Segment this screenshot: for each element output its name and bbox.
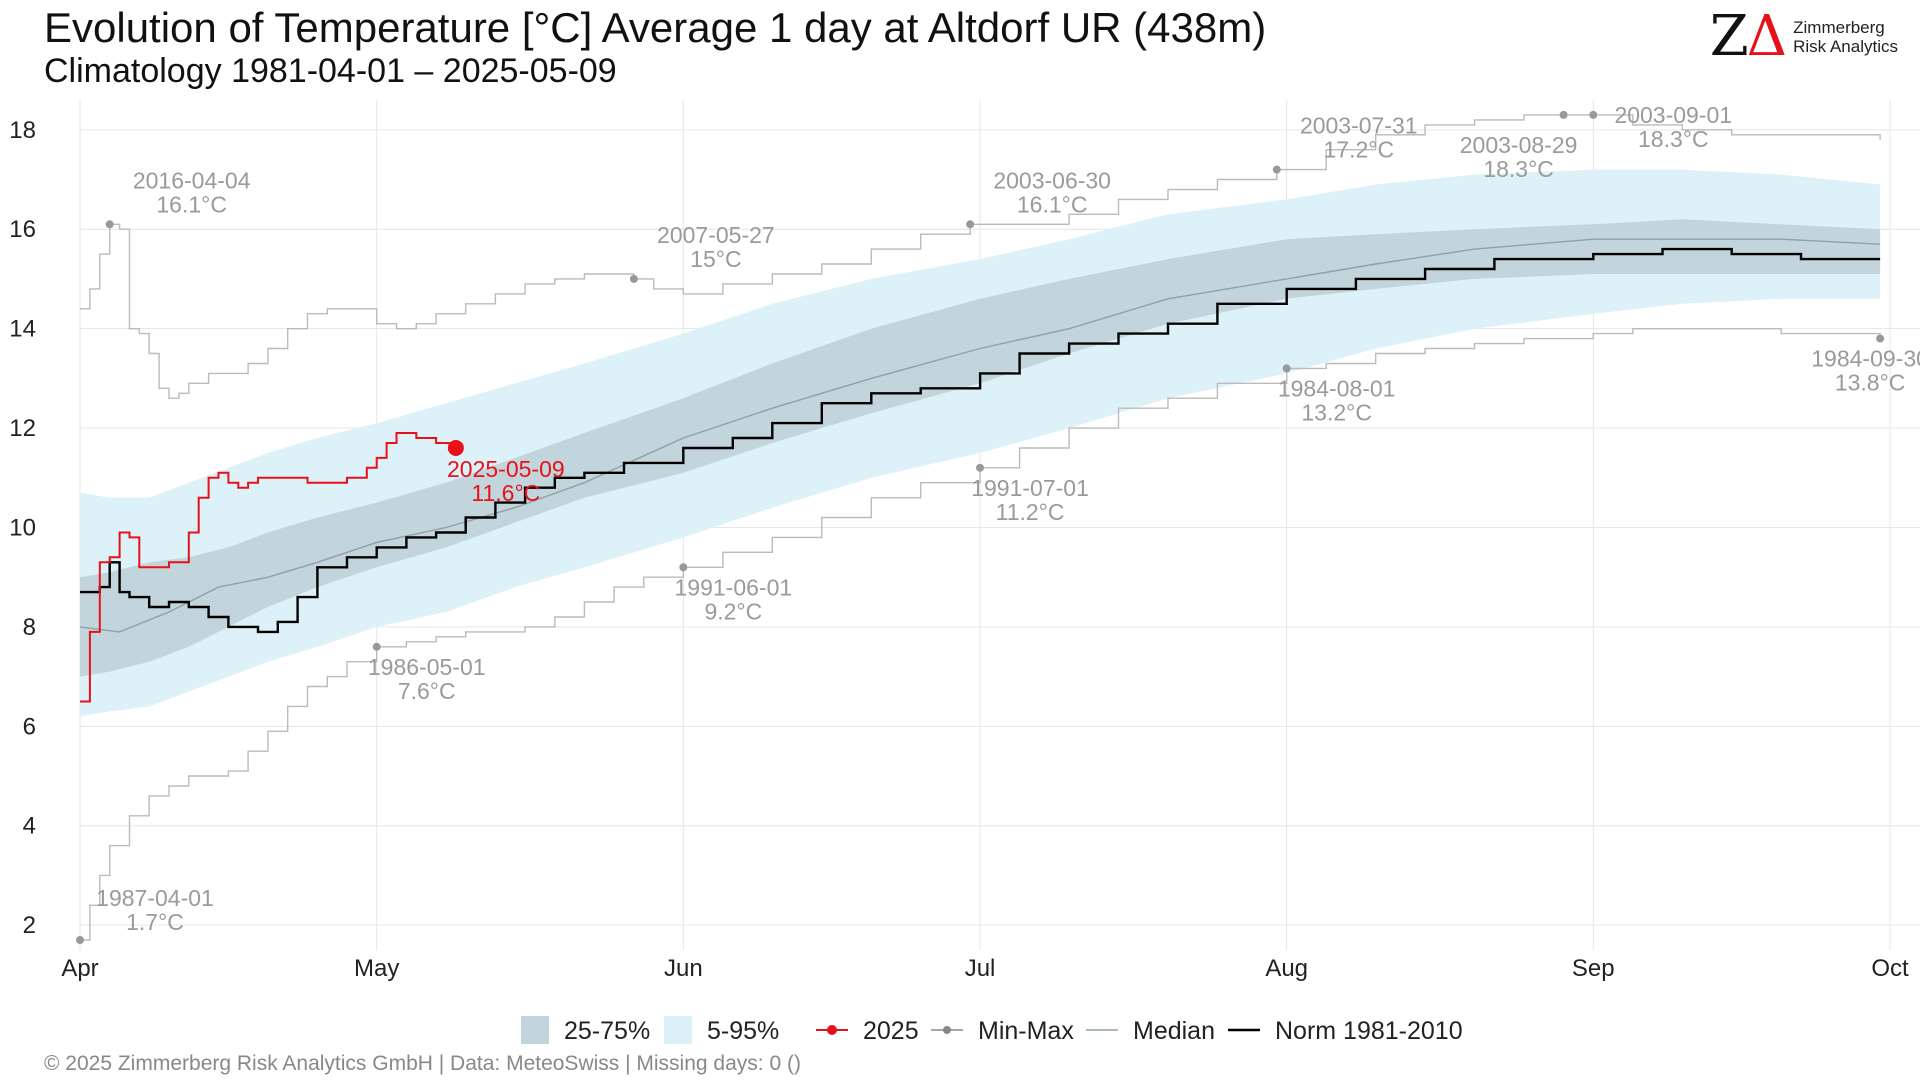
legend-item: Median: [1086, 1017, 1215, 1045]
current-value-label: 11.6°C: [471, 480, 540, 506]
record-date-label: 1987-04-01: [96, 885, 214, 911]
legend-label: Norm 1981-2010: [1275, 1017, 1463, 1045]
current-point: [447, 439, 464, 456]
record-value-label: 13.2°C: [1301, 399, 1372, 425]
record-value-label: 16.1°C: [156, 191, 227, 217]
record-point: [372, 642, 381, 651]
record-value-label: 1.7°C: [126, 909, 184, 935]
record-value-label: 7.6°C: [398, 678, 456, 704]
min-line: [80, 328, 1881, 941]
triangle-icon: Δ: [1746, 4, 1787, 69]
y-tick-label: 4: [23, 813, 36, 840]
record-point: [976, 463, 985, 472]
record-point: [76, 936, 84, 945]
legend: 25-75% 5-95% 2025 Min-Max Median Norm 1981-20…: [521, 1016, 1463, 1045]
current-date-label: 2025-05-09: [447, 456, 565, 482]
legend-item: Min-Max: [931, 1017, 1074, 1045]
record-date-label: 2007-05-27: [657, 222, 775, 248]
record-date-label: 2003-06-30: [993, 167, 1111, 193]
annotation-points: [76, 110, 1885, 945]
annotation-labels: 2016-04-0416.1°C1987-04-011.7°C1986-05-0…: [96, 102, 1920, 935]
legend-swatch-point: [943, 1026, 951, 1034]
legend-swatch: [521, 1016, 549, 1044]
legend-item: Norm 1981-2010: [1228, 1017, 1463, 1045]
footer-credits: © 2025 Zimmerberg Risk Analytics GmbH | …: [44, 1052, 801, 1075]
median-line: [79, 238, 1881, 633]
y-tick-label: 16: [9, 216, 36, 243]
legend-label: 5-95%: [707, 1017, 779, 1045]
norm-line: [80, 247, 1881, 634]
y-tick-label: 8: [23, 614, 36, 641]
record-point: [1559, 110, 1568, 119]
record-value-label: 15°C: [690, 246, 741, 272]
record-value-label: 9.2°C: [704, 598, 762, 624]
x-tick-label: Oct: [1871, 955, 1909, 982]
x-tick-label: Jun: [664, 955, 703, 982]
legend-label: 2025: [863, 1017, 919, 1045]
record-point: [679, 563, 688, 572]
record-date-label: 1986-05-01: [368, 654, 486, 680]
record-value-label: 16.1°C: [1017, 191, 1088, 217]
legend-item: 25-75%: [521, 1016, 650, 1045]
record-date-label: 1991-06-01: [675, 574, 793, 600]
x-tick-label: Aug: [1265, 955, 1308, 982]
record-point: [629, 274, 638, 283]
record-point: [1876, 334, 1885, 343]
y-tick-label: 12: [9, 415, 36, 442]
axis-ticks: 2 4 6 8 10 12 14 16 18 Apr May Jun Jul Aug Sep Oct: [9, 117, 1909, 982]
record-point: [1272, 165, 1281, 174]
record-value-label: 17.2°C: [1323, 137, 1394, 163]
y-tick-label: 18: [9, 117, 36, 144]
record-value-label: 18.3°C: [1483, 156, 1554, 182]
record-date-label: 2003-07-31: [1300, 113, 1418, 139]
legend-item: 5-95%: [664, 1016, 779, 1045]
x-tick-label: Sep: [1572, 955, 1615, 982]
record-point: [105, 220, 114, 229]
y-tick-label: 2: [23, 912, 36, 939]
x-tick-label: Apr: [61, 955, 98, 982]
chart-title: Evolution of Temperature [°C] Average 1 …: [44, 4, 1267, 51]
legend-swatch: [664, 1016, 692, 1044]
band-25-75: [80, 219, 1881, 677]
record-point: [1282, 364, 1291, 373]
y-tick-label: 6: [23, 713, 36, 740]
record-date-label: 1984-08-01: [1278, 375, 1396, 401]
band-5-95: [80, 169, 1881, 717]
percentile-bands: [80, 169, 1881, 717]
record-date-label: 2003-09-01: [1614, 102, 1732, 128]
record-date-label: 2016-04-04: [133, 167, 251, 193]
logo-line2: Risk Analytics: [1793, 37, 1898, 56]
record-date-label: 1984-09-30: [1811, 346, 1920, 372]
record-value-label: 11.2°C: [996, 499, 1065, 525]
company-logo: ZΔ Zimmerberg Risk Analytics: [1709, 4, 1898, 69]
legend-swatch-point: [827, 1025, 837, 1035]
y-tick-label: 14: [9, 316, 36, 343]
record-date-label: 1991-07-01: [971, 475, 1089, 501]
record-date-label: 2003-08-29: [1460, 132, 1578, 158]
max-line: [80, 114, 1881, 399]
chart-subtitle: Climatology 1981-04-01 – 2025-05-09: [44, 52, 617, 90]
legend-label: Min-Max: [978, 1017, 1074, 1045]
y-tick-label: 10: [9, 514, 36, 541]
x-tick-label: Jul: [965, 955, 996, 982]
record-point: [1589, 110, 1598, 119]
legend-label: 25-75%: [564, 1017, 650, 1045]
record-value-label: 13.8°C: [1835, 370, 1906, 396]
logo-line1: Zimmerberg: [1793, 18, 1885, 37]
record-point: [966, 220, 975, 229]
legend-label: Median: [1133, 1017, 1215, 1045]
logo-mark: ZΔ: [1709, 4, 1787, 69]
x-tick-label: May: [354, 955, 399, 982]
current-year-line: [80, 432, 457, 703]
record-value-label: 18.3°C: [1638, 126, 1709, 152]
series-lines: [79, 114, 1881, 941]
logo-text: Zimmerberg Risk Analytics: [1793, 18, 1898, 56]
legend-item: 2025: [816, 1017, 919, 1045]
